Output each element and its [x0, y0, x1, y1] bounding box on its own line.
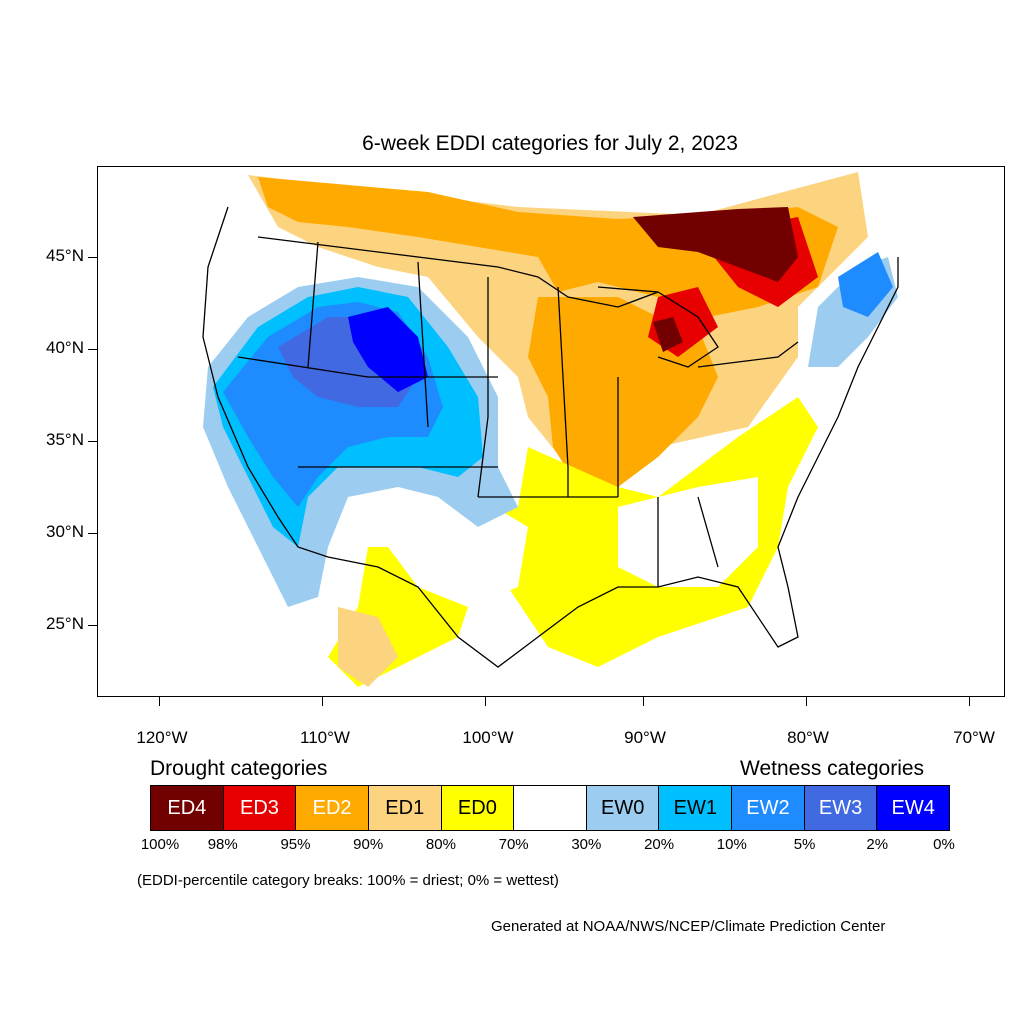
percentile-label: 30% — [571, 836, 602, 853]
legend-box-ed0: ED0 — [441, 786, 515, 830]
ed4-michigan — [653, 317, 683, 352]
legend-footnote: (EDDI-percentile category breaks: 100% =… — [137, 872, 559, 889]
great-lakes — [597, 286, 799, 368]
lon-label-80: 80°W — [787, 728, 829, 747]
legend-box-ew1: EW1 — [659, 786, 733, 830]
percentile-label: 70% — [498, 836, 529, 853]
legend-box-ed2: ED2 — [296, 786, 369, 830]
percentile-label: 2% — [866, 836, 889, 853]
white-south — [618, 477, 758, 587]
legend-box-ed1: ED1 — [368, 786, 442, 830]
lat-label-40: 40°N — [46, 338, 84, 357]
legend-colorbar: ED4 ED3 ED2 ED1 ED0 EW0 EW1 EW2 EW3 EW4 — [150, 785, 950, 831]
legend-box-ew4: EW4 — [877, 786, 950, 830]
lon-label-110: 110°W — [300, 728, 350, 747]
percentile-label: 5% — [793, 836, 816, 853]
lat-tick — [88, 349, 97, 350]
lat-tick — [88, 441, 97, 442]
wetness-heading: Wetness categories — [740, 757, 925, 780]
ed0-south — [328, 397, 818, 687]
lon-label-70: 70°W — [953, 728, 995, 747]
percentile-label: 10% — [716, 836, 747, 853]
lon-label-90: 90°W — [624, 728, 666, 747]
percentile-label: 80% — [425, 836, 456, 853]
legend-box-ew3: EW3 — [804, 786, 878, 830]
lat-label-45: 45°N — [46, 246, 84, 265]
canada-border — [257, 236, 659, 308]
ed2-north — [258, 177, 718, 297]
lat-tick — [88, 257, 97, 258]
ew2-northeast — [838, 252, 893, 317]
eddi-map — [198, 172, 899, 696]
legend-box-ew2: EW2 — [732, 786, 805, 830]
boundary-lines — [202, 206, 899, 668]
lon-tick — [485, 697, 486, 706]
map-panel[interactable] — [97, 166, 1005, 697]
lon-tick — [643, 697, 644, 706]
percentile-label: 95% — [280, 836, 311, 853]
map-title: 6-week EDDI categories for July 2, 2023 — [362, 132, 738, 155]
ew4-west — [348, 307, 428, 392]
white-texas — [388, 497, 528, 607]
drought-heading: Drought categories — [150, 757, 328, 780]
percentile-label: 0% — [933, 836, 955, 853]
lat-tick — [88, 625, 97, 626]
legend-box-ed4: ED4 — [151, 786, 224, 830]
percentile-label: 100% — [140, 836, 180, 853]
lat-label-35: 35°N — [46, 430, 84, 449]
lon-tick — [969, 697, 970, 706]
lon-tick — [322, 697, 323, 706]
percentile-label: 98% — [207, 836, 238, 853]
percentile-label: 90% — [353, 836, 384, 853]
lat-label-30: 30°N — [46, 522, 84, 541]
lon-label-120: 120°W — [136, 728, 188, 747]
ed4-region — [633, 207, 798, 282]
credit-text: Generated at NOAA/NWS/NCEP/Climate Predi… — [491, 918, 886, 935]
legend-box-neutral — [514, 786, 587, 830]
state-lines — [237, 241, 719, 587]
ed1-mexico — [338, 607, 398, 687]
percentile-label: 20% — [644, 836, 675, 853]
legend-box-ed3: ED3 — [223, 786, 297, 830]
lat-label-25: 25°N — [46, 614, 84, 633]
lat-tick — [88, 533, 97, 534]
lon-tick — [806, 697, 807, 706]
legend-box-ew0: EW0 — [586, 786, 660, 830]
lon-tick — [159, 697, 160, 706]
us-outline — [202, 206, 899, 668]
lon-label-100: 100°W — [462, 728, 514, 747]
